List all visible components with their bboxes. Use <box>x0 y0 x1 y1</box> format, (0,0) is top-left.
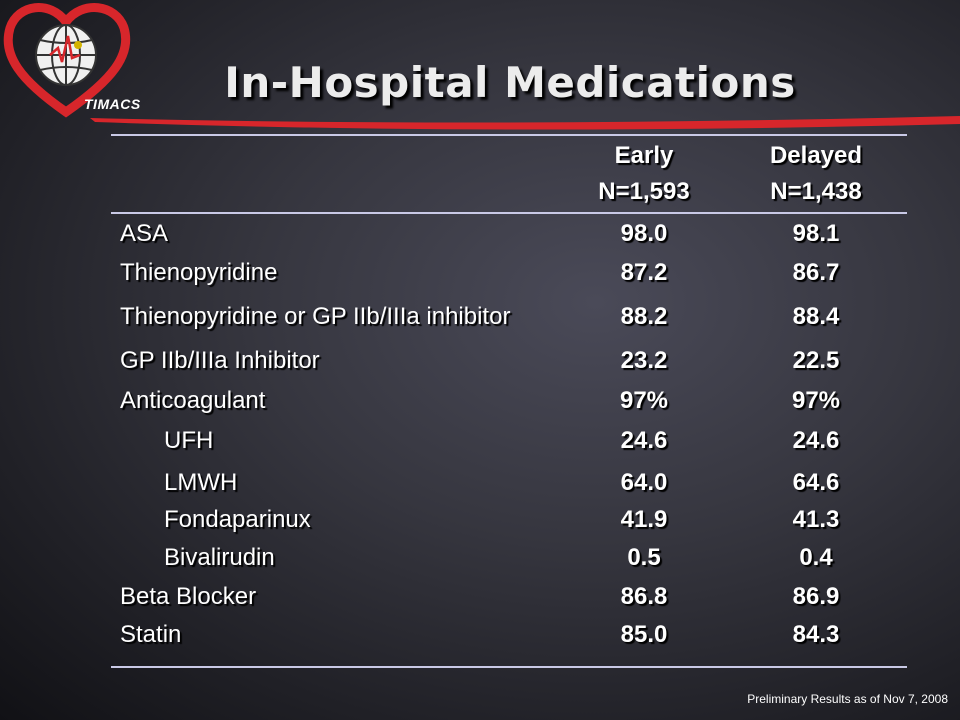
cell-early: 86.8 <box>620 583 668 610</box>
row-label: GP IIb/IIIa Inhibitor <box>120 347 320 374</box>
cell-early: 64.0 <box>620 469 668 496</box>
cell-early: 24.6 <box>620 427 668 454</box>
cell-early: 23.2 <box>620 347 668 374</box>
row-label: Thienopyridine <box>120 259 278 286</box>
table-top-rule <box>111 134 907 136</box>
cell-delayed: 64.6 <box>792 469 840 496</box>
row-label: UFH <box>164 427 214 454</box>
cell-delayed: 86.9 <box>792 583 840 610</box>
column-n-early: N=1,593 <box>598 178 690 205</box>
cell-early: 87.2 <box>620 259 668 286</box>
cell-early: 88.2 <box>620 303 668 330</box>
cell-early: 41.9 <box>620 506 668 533</box>
row-label: Beta Blocker <box>120 583 257 610</box>
column-header-delayed: Delayed N=1,438 <box>736 142 896 206</box>
cell-delayed: 86.7 <box>792 259 840 286</box>
row-label: Thienopyridine or GP IIb/IIIa inhibitor <box>120 303 511 330</box>
row-label: Fondaparinux <box>164 506 311 533</box>
table-bottom-rule <box>111 666 907 668</box>
cell-early: 85.0 <box>620 621 668 648</box>
page-title: In-Hospital Medications <box>224 58 796 107</box>
row-label: ASA <box>120 220 169 247</box>
column-n-delayed: N=1,438 <box>770 178 862 205</box>
cell-delayed: 84.3 <box>792 621 840 648</box>
timacs-logo-icon <box>3 3 131 118</box>
row-label: Anticoagulant <box>120 387 266 414</box>
column-label-delayed: Delayed <box>769 142 863 169</box>
footer-note: Preliminary Results as of Nov 7, 2008 <box>747 692 948 706</box>
cell-delayed: 97% <box>791 387 841 414</box>
column-header-early: Early N=1,593 <box>564 142 724 206</box>
cell-delayed: 24.6 <box>792 427 840 454</box>
cell-early: 97% <box>619 387 669 414</box>
cell-delayed: 22.5 <box>792 347 840 374</box>
cell-delayed: 41.3 <box>792 506 840 533</box>
table-header-rule <box>111 212 907 214</box>
cell-early: 98.0 <box>620 220 668 247</box>
logo-text: TIMACS <box>84 96 141 112</box>
row-label: LMWH <box>164 469 238 496</box>
row-label: Bivalirudin <box>164 544 275 571</box>
row-label: Statin <box>120 621 182 648</box>
column-label-early: Early <box>614 142 674 169</box>
cell-early: 0.5 <box>627 544 661 571</box>
cell-delayed: 0.4 <box>799 544 833 571</box>
cell-delayed: 88.4 <box>792 303 840 330</box>
cell-delayed: 98.1 <box>792 220 840 247</box>
